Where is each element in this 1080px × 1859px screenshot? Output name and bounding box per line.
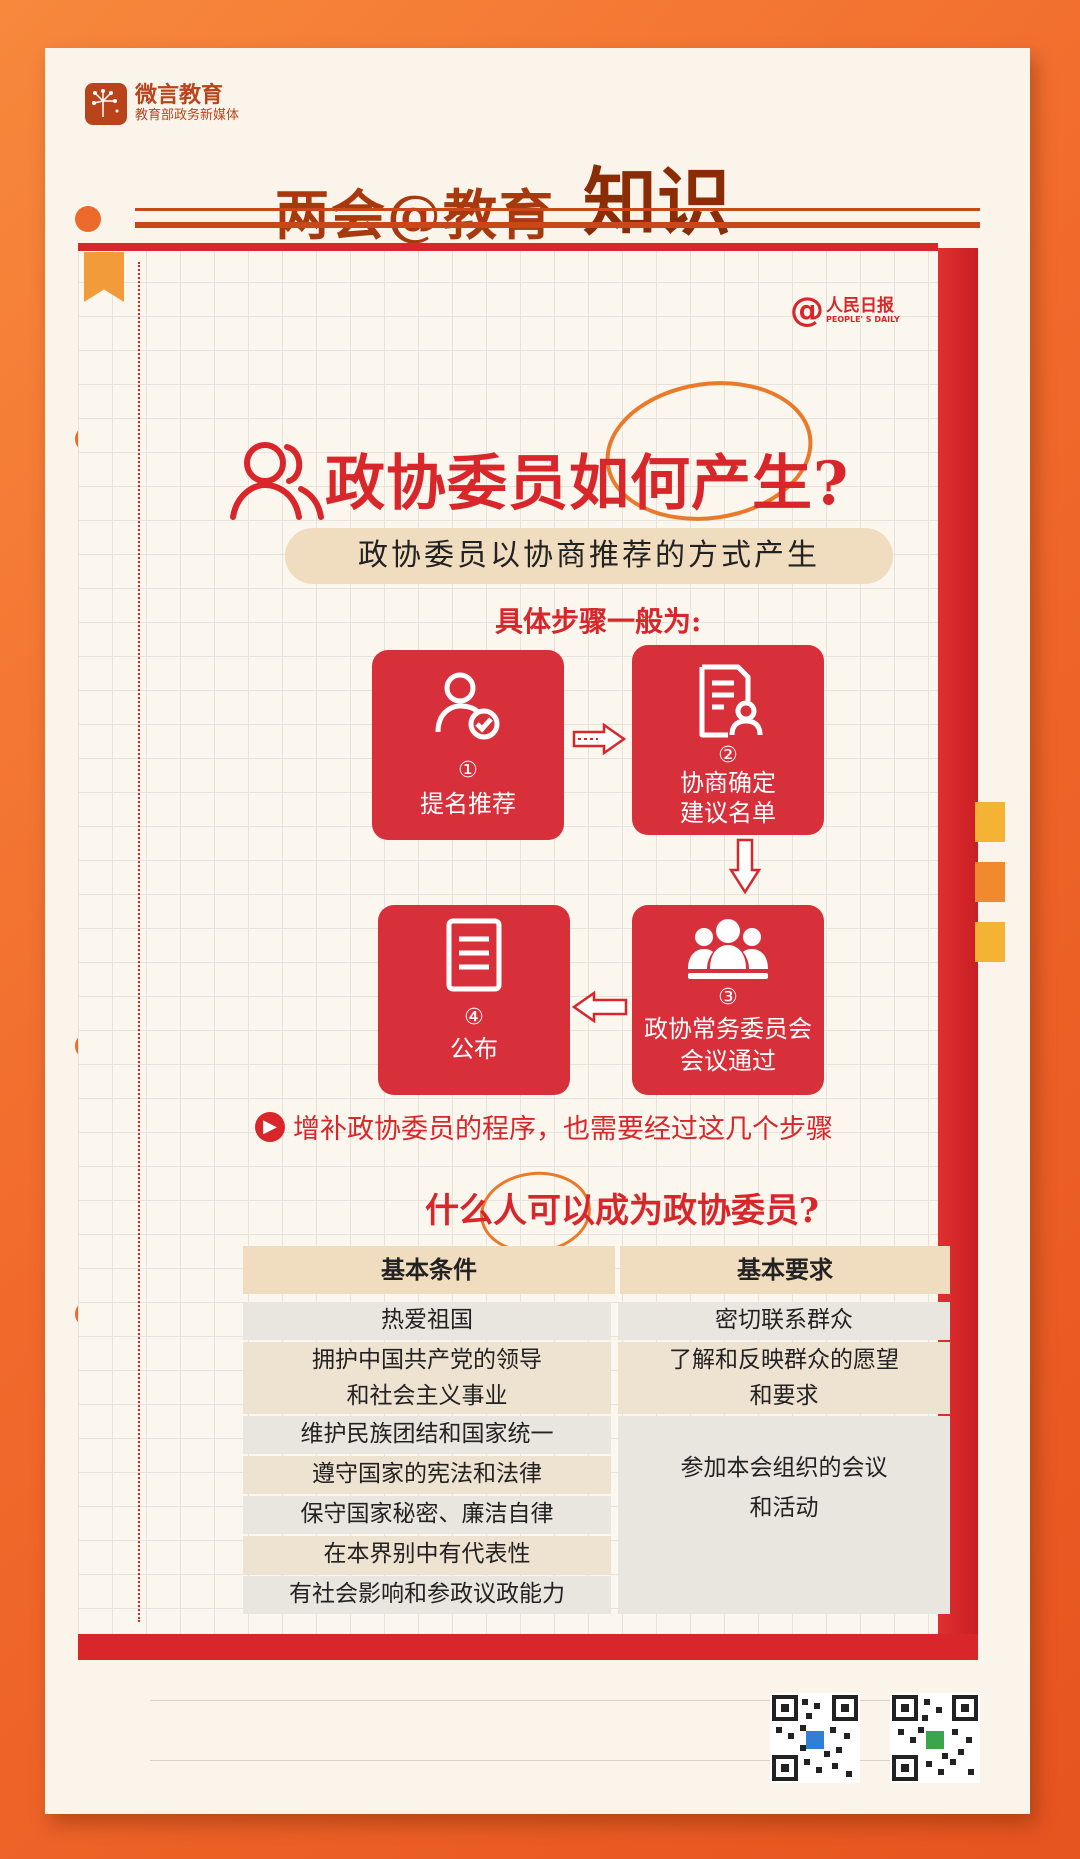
arrow-left-icon <box>571 990 628 1024</box>
dotted-margin-line <box>138 262 140 1622</box>
step-label: 政协常务委员会 <box>644 1015 812 1043</box>
side-tab <box>975 862 1005 902</box>
people-icon <box>230 442 324 520</box>
table-cell: 维护民族团结和国家统一 <box>243 1416 611 1454</box>
qr-code-icon <box>890 1693 980 1783</box>
step-card-1: ① 提名推荐 <box>372 650 564 840</box>
step-number: ④ <box>464 1005 484 1030</box>
table-cell: 热爱祖国 <box>243 1302 611 1340</box>
arrow-right-icon <box>572 722 627 756</box>
step-number: ② <box>718 743 738 768</box>
title-main: 两会@教育 <box>275 183 555 247</box>
play-arrow-icon: ▶ <box>255 1111 285 1142</box>
side-tab <box>975 802 1005 842</box>
card-border-top <box>78 243 938 251</box>
page-title: 两会@教育 知识 <box>275 143 731 250</box>
peoples-daily-logo: @ 人民日报 PEOPLE' S DAILY <box>790 290 900 330</box>
step-label: 提名推荐 <box>420 790 516 818</box>
source-name-en: PEOPLE' S DAILY <box>826 314 900 324</box>
step-label: 协商确定 <box>680 769 776 797</box>
table-cell-group <box>618 1416 950 1614</box>
step-number: ① <box>458 758 478 783</box>
step-label: 会议通过 <box>680 1047 776 1075</box>
step-number: ③ <box>718 985 738 1010</box>
step-card-2: ② 协商确定 建议名单 <box>632 645 824 835</box>
subtitle-text: 政协委员以协商推荐的方式产生 <box>358 538 820 573</box>
question-heading-2: 什么人可以成为政协委员? <box>425 1191 819 1231</box>
table-header: 基本条件 <box>243 1246 615 1294</box>
qr-code-icon <box>770 1693 860 1783</box>
question-heading: 政协委员如何产生? <box>325 449 850 519</box>
table-cell: 和要求 <box>618 1378 950 1414</box>
table-cell: 参加本会组织的会议 <box>680 1455 888 1481</box>
brand-subtitle: 教育部政务新媒体 <box>135 108 240 123</box>
table-cell: 密切联系群众 <box>618 1302 950 1340</box>
step-card-3: ③ 政协常务委员会 会议通过 <box>632 905 824 1095</box>
step-label: 建议名单 <box>680 799 776 827</box>
subtitle-pill <box>285 528 893 584</box>
arrow-down-icon <box>728 838 762 895</box>
group-icon <box>688 919 768 979</box>
note-text: 增补政协委员的程序，也需要经过这几个步骤 <box>293 1114 833 1145</box>
side-tab <box>975 922 1005 962</box>
title-accent: 知识 <box>583 160 731 246</box>
binder-hole <box>75 206 101 232</box>
divider <box>135 222 980 228</box>
steps-heading: 具体步骤一般为: <box>495 605 702 638</box>
footer-line <box>150 1760 970 1761</box>
table-cell: 在本界别中有代表性 <box>243 1536 611 1574</box>
brand-logo-block: 微言教育 教育部政务新媒体 <box>85 83 239 125</box>
brand-name: 微言教育 <box>135 83 224 108</box>
table-cell: 保守国家秘密、廉洁自律 <box>243 1496 611 1534</box>
table-header: 基本要求 <box>620 1246 950 1294</box>
dandelion-logo-icon <box>85 83 127 125</box>
document-list-icon <box>446 918 502 992</box>
footer-line <box>150 1700 970 1701</box>
table-cell: 和活动 <box>749 1495 819 1521</box>
card-border-bottom <box>78 1634 978 1660</box>
table-cell: 和社会主义事业 <box>243 1378 611 1414</box>
table-cell: 了解和反映群众的愿望 <box>618 1342 950 1378</box>
supplement-note: ▶ 增补政协委员的程序，也需要经过这几个步骤 <box>255 1107 833 1146</box>
table-cell: 有社会影响和参政议政能力 <box>243 1576 611 1614</box>
source-name-cn: 人民日报 <box>826 295 894 316</box>
document-person-icon <box>699 664 763 738</box>
step-card-4: ④ 公布 <box>378 905 570 1095</box>
table-cell: 遵守国家的宪法和法律 <box>243 1456 611 1494</box>
at-icon: @ <box>790 290 824 330</box>
table-cell: 拥护中国共产党的领导 <box>243 1342 611 1378</box>
step-label: 公布 <box>450 1035 498 1063</box>
user-check-icon <box>435 672 500 740</box>
divider <box>135 208 980 211</box>
